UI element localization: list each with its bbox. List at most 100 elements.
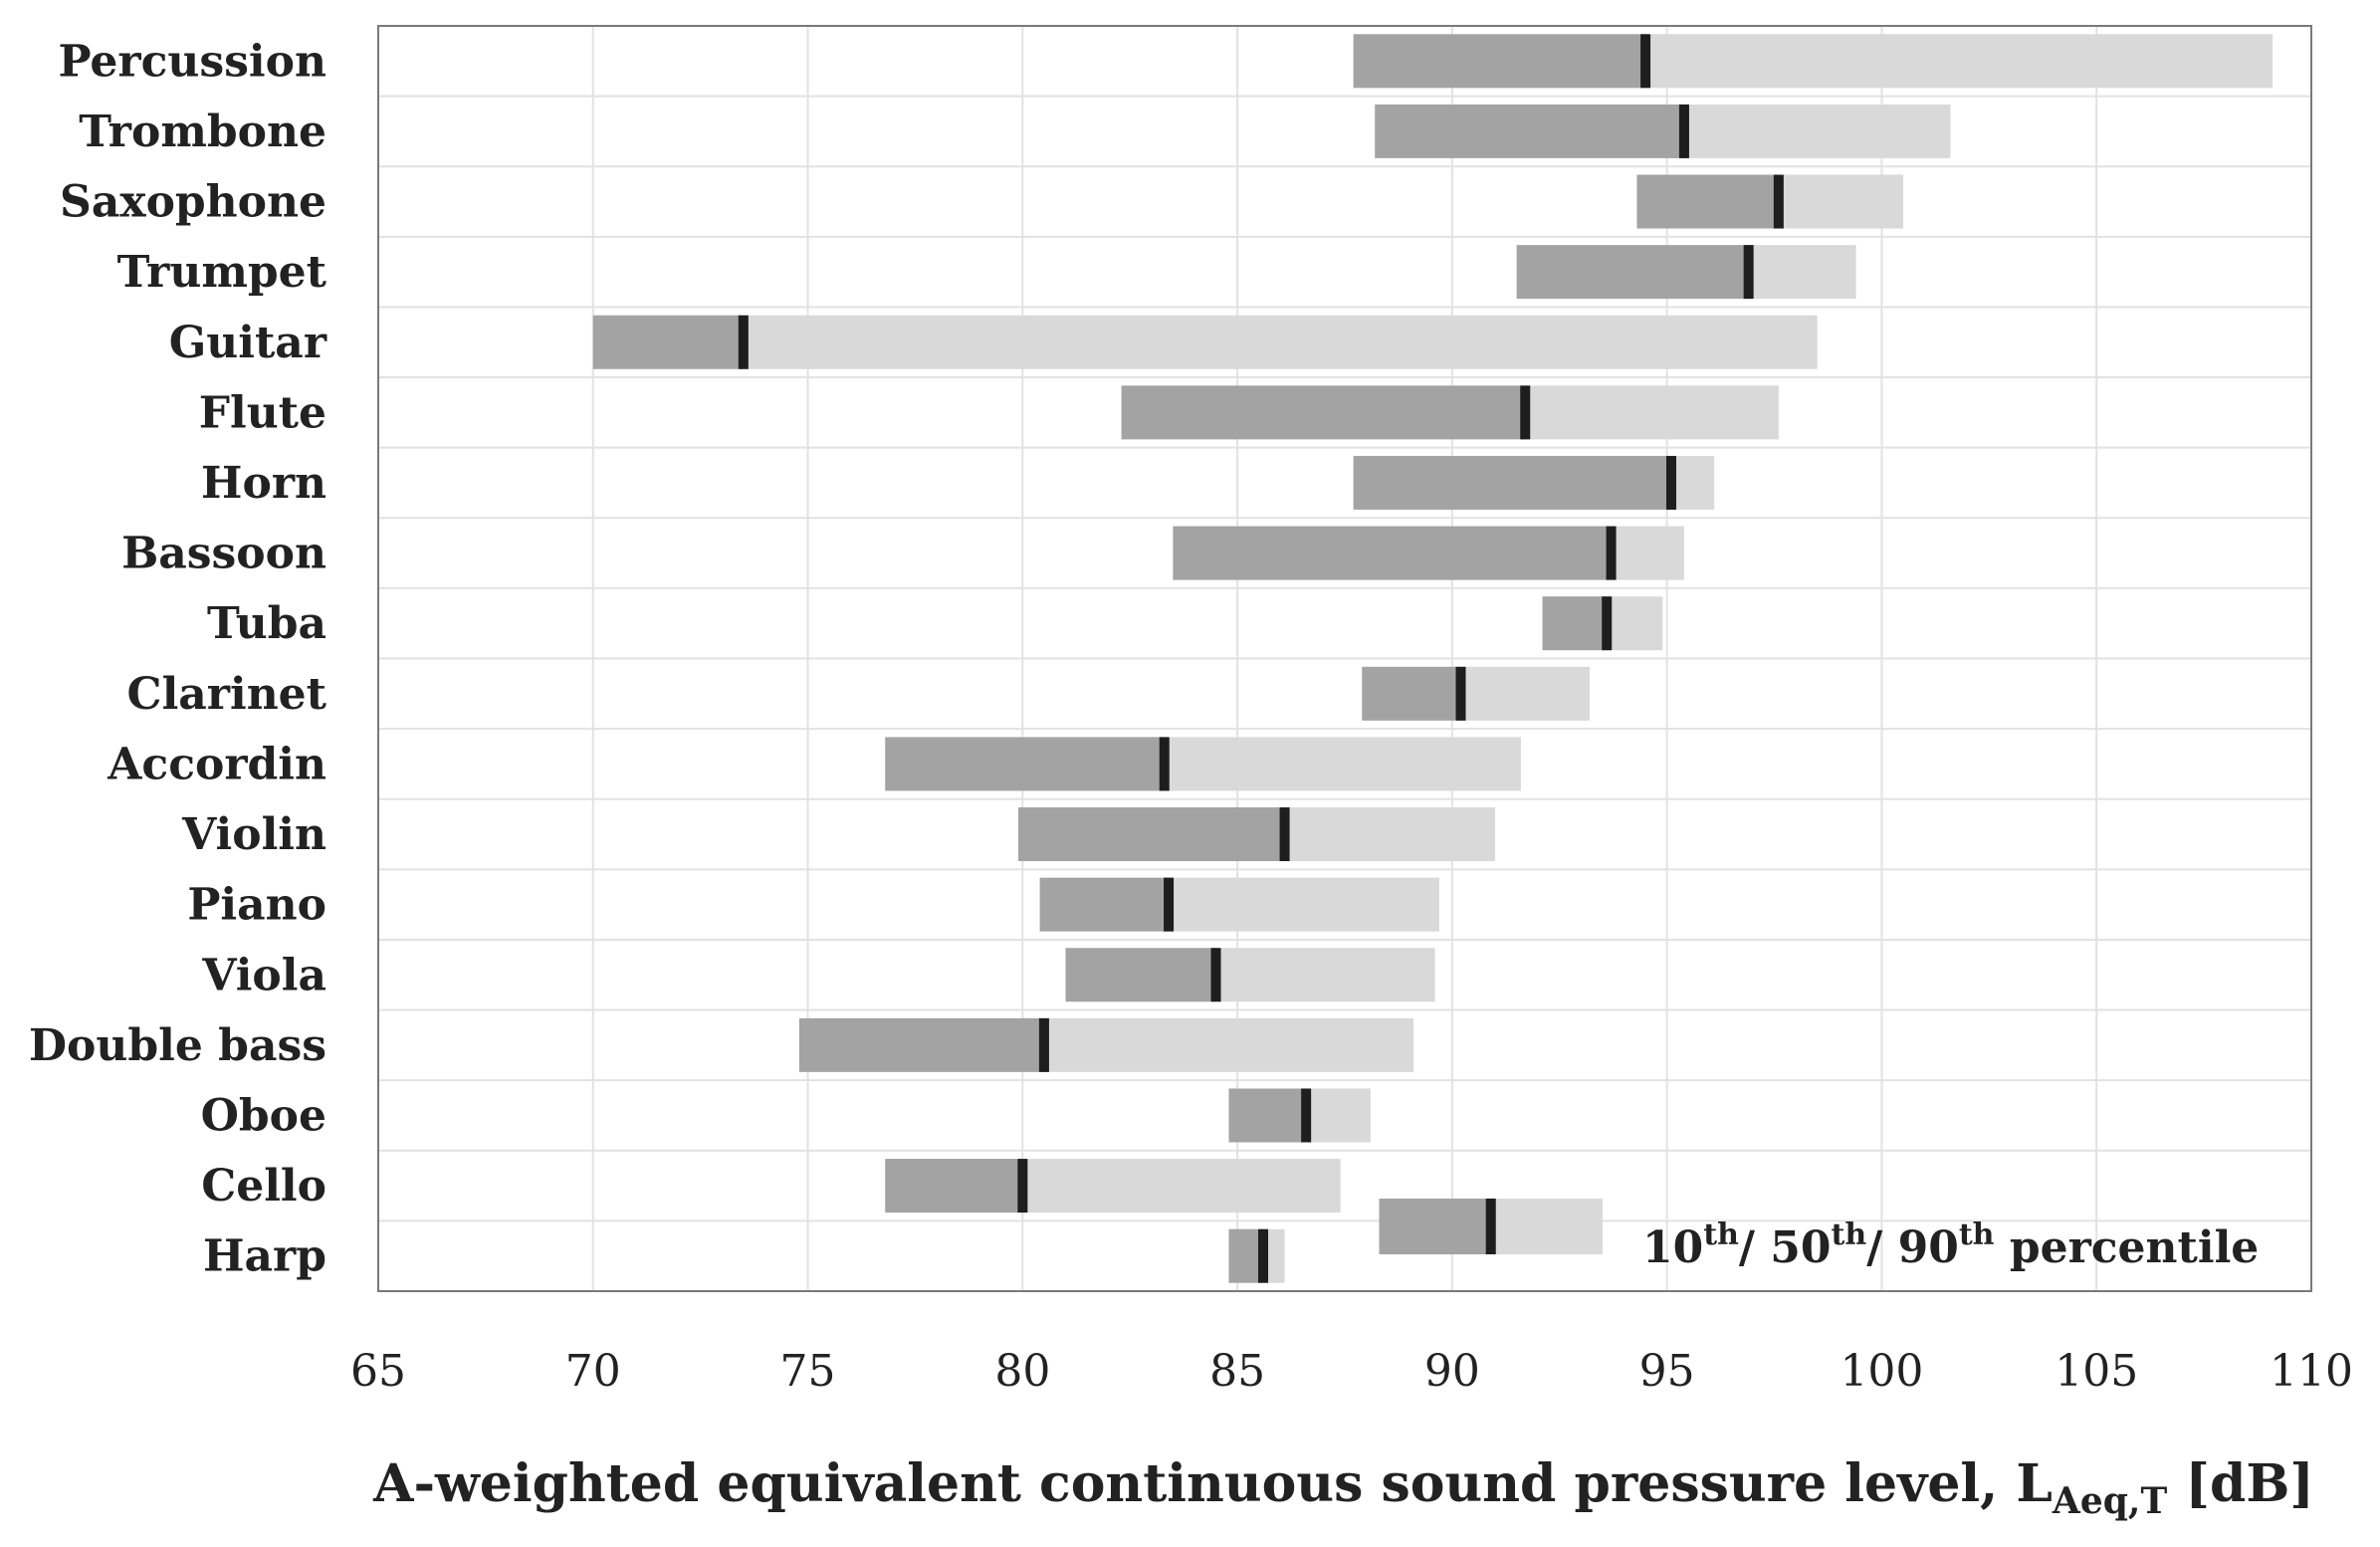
median-marker-bassoon — [1606, 526, 1617, 580]
x-tick-label-80: 80 — [994, 1346, 1050, 1397]
median-marker-piano — [1164, 877, 1175, 932]
bars — [592, 34, 2273, 1283]
x-axis-label-subscript: Aeq,T — [2052, 1480, 2168, 1522]
x-axis-label-unit: [dB] — [2167, 1453, 2314, 1514]
bar-upper-trumpet — [1748, 245, 1856, 300]
legend-bar-upper — [1490, 1199, 1603, 1254]
median-marker-flute — [1520, 385, 1531, 440]
category-label-double-bass: Double bass — [29, 1020, 326, 1071]
category-label-trumpet: Trumpet — [117, 247, 327, 298]
median-marker-oboe — [1301, 1088, 1312, 1143]
bar-upper-cello — [1022, 1159, 1341, 1214]
legend: 10th/ 50th/ 90th percentile — [1379, 1199, 2259, 1273]
category-label-viola: Viola — [201, 950, 326, 1000]
category-label-bassoon: Bassoon — [121, 529, 326, 579]
median-marker-trumpet — [1743, 245, 1754, 300]
bar-upper-accordin — [1164, 737, 1521, 791]
bar-lower-percussion — [1353, 34, 1646, 89]
bar-upper-percussion — [1645, 34, 2273, 89]
bar-lower-oboe — [1228, 1088, 1307, 1143]
legend-superscript: th — [1959, 1217, 1995, 1252]
bar-lower-accordin — [885, 737, 1165, 791]
bar-lower-flute — [1121, 385, 1526, 440]
median-marker-double-bass — [1038, 1017, 1049, 1072]
category-label-tuba: Tuba — [207, 598, 326, 649]
bar-upper-oboe — [1306, 1088, 1371, 1143]
median-marker-tuba — [1602, 596, 1613, 651]
median-marker-percussion — [1640, 34, 1651, 89]
bar-upper-viola — [1215, 948, 1435, 1002]
legend-text-part: / 50 — [1739, 1222, 1832, 1273]
bar-lower-tuba — [1542, 596, 1608, 651]
category-label-saxophone: Saxophone — [60, 177, 326, 228]
bar-upper-bassoon — [1611, 526, 1684, 580]
grid-lines — [377, 26, 2312, 1291]
legend-median-marker — [1485, 1199, 1496, 1254]
bar-lower-harp — [1228, 1228, 1264, 1283]
median-marker-saxophone — [1773, 174, 1784, 229]
bar-lower-trumpet — [1516, 245, 1749, 300]
category-label-oboe: Oboe — [201, 1090, 326, 1141]
x-tick-label-110: 110 — [2270, 1346, 2353, 1397]
bar-lower-double-bass — [798, 1017, 1044, 1072]
bar-lower-violin — [1018, 807, 1285, 862]
category-label-horn: Horn — [201, 458, 326, 509]
category-label-violin: Violin — [181, 809, 326, 860]
median-marker-trombone — [1678, 104, 1689, 158]
bar-lower-guitar — [592, 315, 744, 369]
category-label-harp: Harp — [203, 1231, 326, 1282]
legend-text-part: 10 — [1642, 1222, 1703, 1273]
bar-upper-double-bass — [1043, 1017, 1414, 1072]
median-marker-harp — [1258, 1228, 1269, 1283]
x-tick-label-85: 85 — [1209, 1346, 1265, 1397]
legend-label: 10th/ 50th/ 90th percentile — [1642, 1217, 2259, 1273]
legend-superscript: th — [1832, 1217, 1867, 1252]
bar-upper-violin — [1284, 807, 1496, 862]
category-labels: Percussion Trombone Saxophone Trumpet Guitar… — [29, 36, 327, 1281]
category-label-clarinet: Clarinet — [127, 669, 327, 720]
x-tick-label-70: 70 — [565, 1346, 621, 1397]
bar-upper-horn — [1670, 455, 1715, 510]
category-label-piano: Piano — [187, 880, 326, 931]
bar-upper-trombone — [1683, 104, 1951, 158]
bar-upper-tuba — [1607, 596, 1663, 651]
bar-upper-piano — [1169, 877, 1439, 932]
bar-lower-horn — [1353, 455, 1671, 510]
x-axis-label-main: A-weighted equivalent continuous sound p… — [372, 1453, 2053, 1514]
legend-bar-lower — [1379, 1199, 1491, 1254]
category-label-percussion: Percussion — [59, 36, 326, 87]
x-tick-label-95: 95 — [1639, 1346, 1695, 1397]
bar-lower-viola — [1065, 948, 1216, 1002]
legend-text-part: percentile — [1995, 1222, 2260, 1273]
category-label-trombone: Trombone — [79, 107, 326, 157]
category-label-cello: Cello — [201, 1161, 326, 1212]
bar-lower-trombone — [1375, 104, 1684, 158]
median-marker-clarinet — [1455, 666, 1466, 721]
x-tick-label-90: 90 — [1424, 1346, 1480, 1397]
median-marker-cello — [1017, 1159, 1028, 1214]
bar-upper-saxophone — [1778, 174, 1904, 229]
median-marker-violin — [1279, 807, 1290, 862]
median-marker-viola — [1210, 948, 1221, 1002]
x-tick-label-65: 65 — [350, 1346, 406, 1397]
bar-lower-piano — [1039, 877, 1170, 932]
median-marker-accordin — [1159, 737, 1170, 791]
x-tick-label-75: 75 — [780, 1346, 836, 1397]
x-tick-label-105: 105 — [2055, 1346, 2138, 1397]
category-label-guitar: Guitar — [169, 318, 327, 368]
bar-lower-cello — [885, 1159, 1023, 1214]
bar-lower-saxophone — [1636, 174, 1779, 229]
bar-lower-clarinet — [1362, 666, 1461, 721]
plot-frame — [377, 25, 2312, 1292]
bar-upper-guitar — [743, 315, 1818, 369]
bar-lower-bassoon — [1173, 526, 1612, 580]
x-tick-label-100: 100 — [1839, 1346, 1923, 1397]
median-marker-guitar — [738, 315, 749, 369]
median-marker-horn — [1665, 455, 1676, 510]
x-axis-label: A-weighted equivalent continuous sound p… — [372, 1453, 2314, 1522]
bar-upper-clarinet — [1460, 666, 1590, 721]
legend-superscript: th — [1703, 1217, 1739, 1252]
bar-upper-harp — [1263, 1228, 1285, 1283]
legend-text-part: / 90 — [1866, 1222, 1959, 1273]
